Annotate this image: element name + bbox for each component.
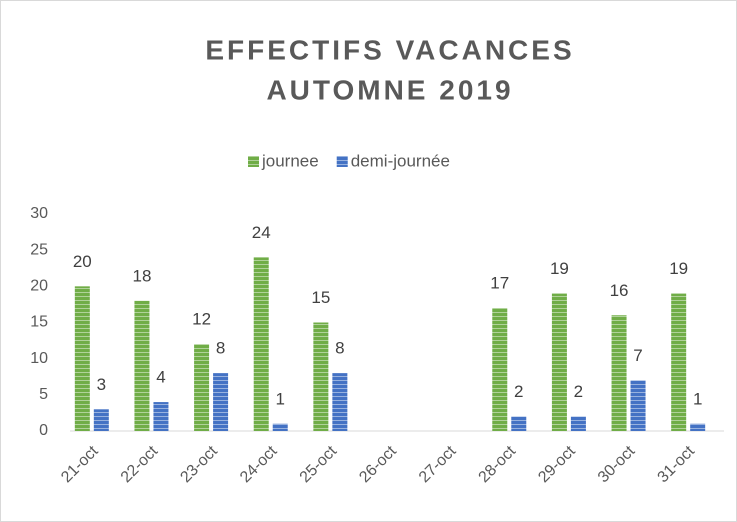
y-tick-label: 20: [30, 278, 48, 295]
bar: [272, 423, 288, 431]
data-label: 18: [132, 266, 151, 285]
bar: [313, 322, 329, 431]
data-label: 15: [311, 288, 330, 307]
data-label: 1: [693, 389, 702, 408]
data-label: 2: [574, 382, 583, 401]
data-label: 2: [514, 382, 523, 401]
legend-label: demi-journée: [351, 151, 450, 170]
data-label: 20: [73, 252, 92, 271]
bar: [332, 373, 348, 431]
data-label: 4: [156, 368, 165, 387]
bar: [74, 286, 90, 431]
bar: [671, 293, 687, 431]
bar: [611, 315, 627, 431]
data-label: 24: [252, 223, 271, 242]
data-label: 16: [610, 281, 629, 300]
data-label: 12: [192, 310, 211, 329]
data-label: 3: [97, 375, 106, 394]
legend-label: journee: [261, 151, 319, 170]
data-label: 19: [550, 259, 569, 278]
bar: [570, 416, 586, 431]
bar: [690, 423, 706, 431]
bar: [511, 416, 527, 431]
legend-swatch: [336, 156, 348, 167]
legend-swatch: [248, 156, 259, 167]
y-tick-label: 0: [39, 422, 48, 439]
data-label: 8: [335, 339, 344, 358]
chart-title: EFFECTIFS VACANCES: [205, 34, 574, 65]
bar: [253, 257, 269, 431]
bar: [492, 308, 508, 431]
bar: [630, 380, 646, 431]
data-label: 17: [490, 274, 509, 293]
bar: [134, 300, 150, 431]
data-label: 7: [633, 346, 642, 365]
chart-title: AUTOMNE 2019: [266, 74, 513, 105]
data-label: 8: [216, 339, 225, 358]
y-tick-label: 5: [39, 386, 48, 403]
y-tick-label: 25: [30, 241, 48, 258]
bar: [551, 293, 567, 431]
bar: [93, 409, 109, 431]
y-tick-label: 15: [30, 314, 48, 331]
data-label: 1: [275, 389, 284, 408]
y-tick-label: 30: [30, 205, 48, 222]
bar: [194, 344, 210, 431]
bar: [153, 402, 169, 431]
y-tick-label: 10: [30, 350, 48, 367]
data-label: 19: [669, 259, 688, 278]
bar: [213, 373, 229, 431]
